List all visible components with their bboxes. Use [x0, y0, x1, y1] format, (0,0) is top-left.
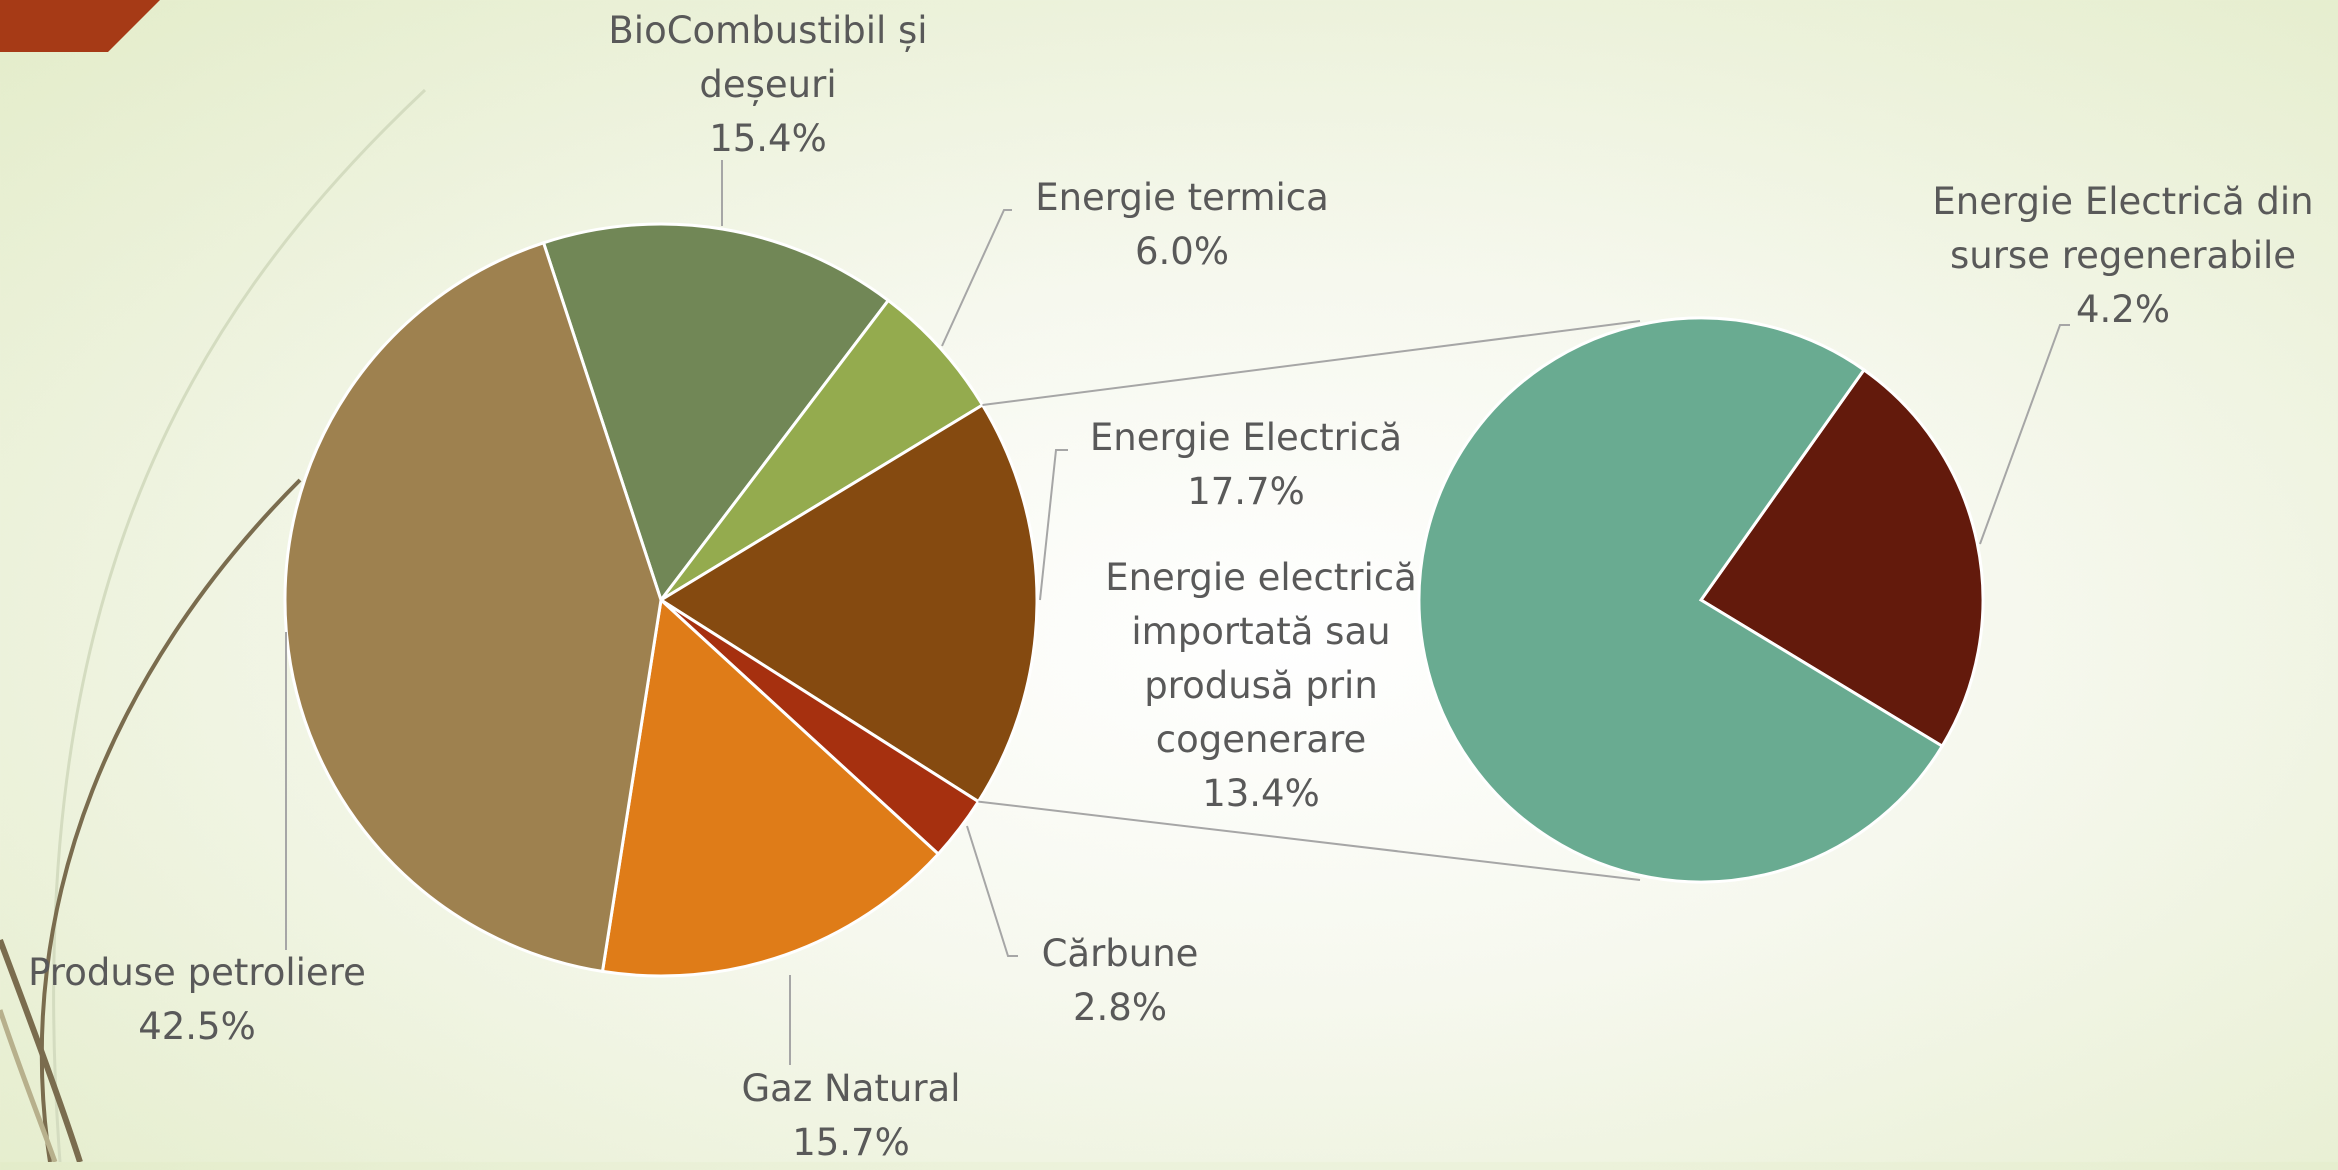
category-name: Gaz Natural: [741, 1067, 960, 1110]
slide: BioCombustibil și deșeuri 15.4% Energie te…: [0, 0, 2338, 1162]
category-name: Produse petroliere: [28, 951, 366, 994]
value-label: 13.4%: [1202, 772, 1320, 815]
data-label: Energie termica 6.0%: [982, 171, 1382, 279]
category-name: Energie termica: [1035, 176, 1329, 219]
value-label: 4.2%: [2076, 288, 2170, 331]
corner-decoration: [0, 0, 160, 52]
value-label: 42.5%: [138, 1005, 256, 1048]
data-label: Energie electrică importată sau produsă …: [1076, 551, 1446, 821]
decor-curve: [42, 480, 300, 1162]
value-label: 17.7%: [1187, 470, 1305, 513]
category-name: Cărbune: [1042, 932, 1199, 975]
category-name: Energie electrică importată sau produsă …: [1105, 556, 1417, 761]
data-label: Cărbune 2.8%: [970, 927, 1270, 1035]
category-name: BioCombustibil și deșeuri: [608, 9, 927, 106]
value-label: 15.7%: [792, 1121, 910, 1164]
leader-line: [1980, 325, 2070, 544]
value-label: 15.4%: [709, 117, 827, 160]
category-name: Energie Electrică din surse regenerabile: [1932, 180, 2313, 277]
data-label: BioCombustibil și deșeuri 15.4%: [583, 4, 953, 166]
data-label: Energie Electrică 17.7%: [1046, 411, 1446, 519]
data-label: Gaz Natural 15.7%: [671, 1062, 1031, 1170]
category-name: Energie Electrică: [1090, 416, 1402, 459]
data-label: Produse petroliere 42.5%: [0, 946, 407, 1054]
data-label: Energie Electrică din surse regenerabile…: [1908, 175, 2338, 337]
value-label: 2.8%: [1073, 986, 1167, 1029]
value-label: 6.0%: [1135, 230, 1229, 273]
